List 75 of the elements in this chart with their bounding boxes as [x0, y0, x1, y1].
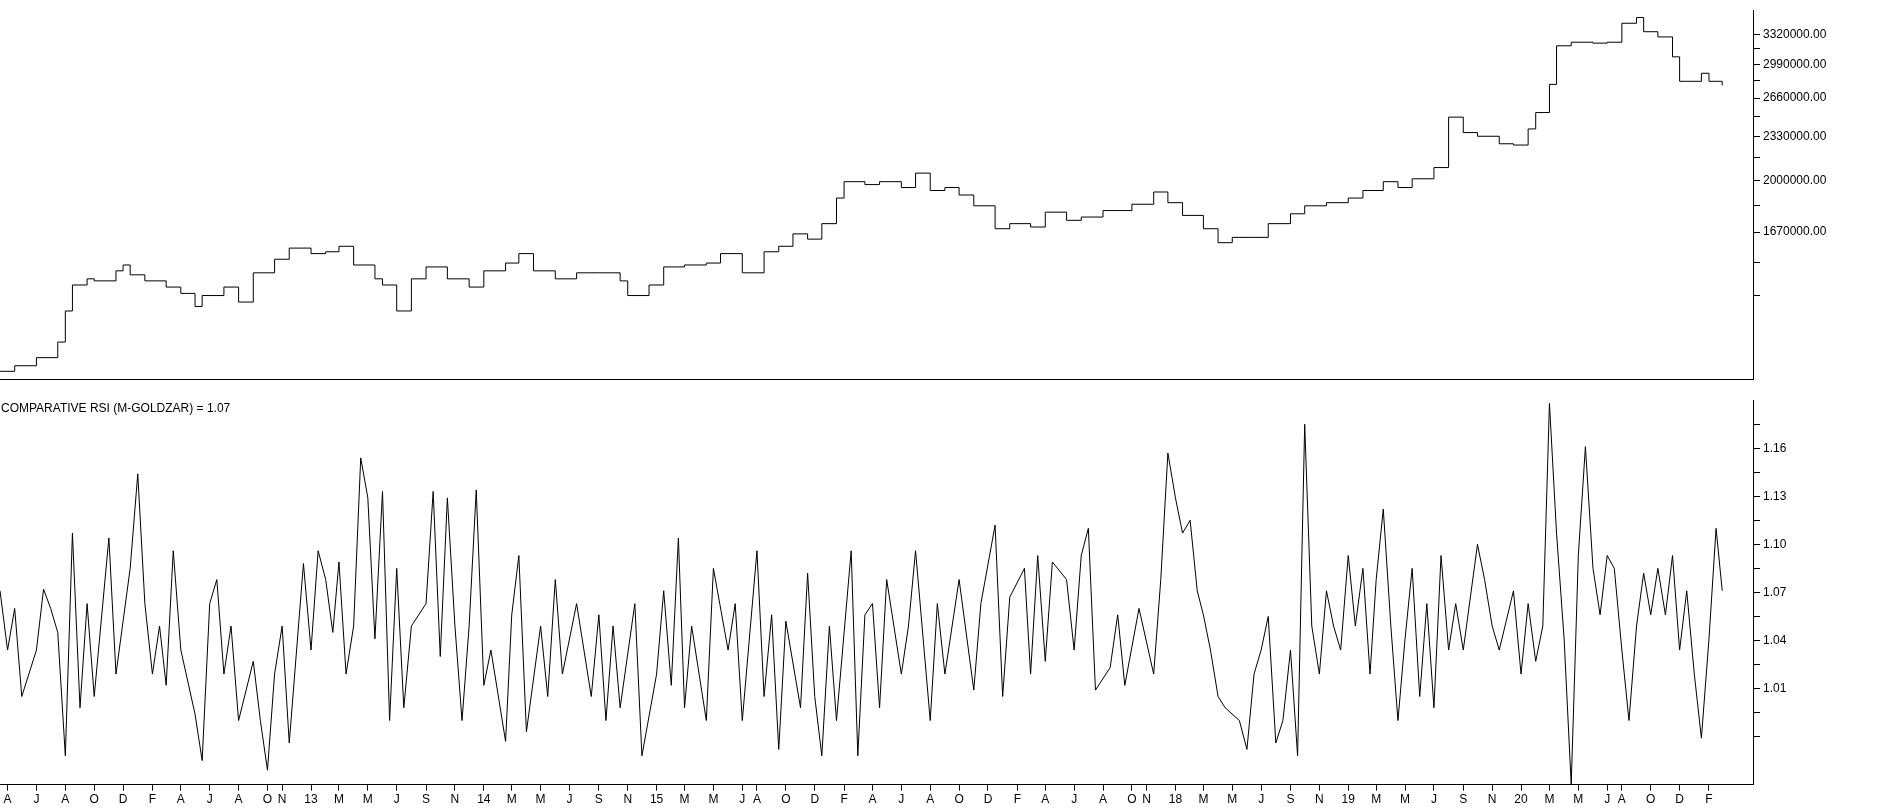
x-tick-label: N — [623, 792, 633, 807]
chart-title: COMPARATIVE RSI (M-GOLDZAR) = 1.07 — [1, 400, 231, 415]
x-tick-label: M — [679, 792, 690, 807]
x-tick-label: M — [362, 792, 373, 807]
y-tick-label: 1.07 — [1763, 584, 1787, 599]
y-tick-label: 3320000.00 — [1763, 26, 1827, 41]
x-tick-label: 20 — [1514, 792, 1529, 807]
x-tick-label: J — [206, 792, 213, 807]
x-tick-label: M — [333, 792, 344, 807]
x-tick-label: O — [1127, 792, 1137, 807]
y-tick-label: 2660000.00 — [1763, 90, 1827, 105]
x-tick-label: F — [840, 792, 848, 807]
x-tick-label: M — [708, 792, 719, 807]
y-tick-label: 1.13 — [1763, 488, 1787, 503]
y-tick-label: 2330000.00 — [1763, 128, 1827, 143]
x-tick-label: M — [506, 792, 517, 807]
x-tick-label: J — [393, 792, 400, 807]
x-tick-label: M — [1227, 792, 1238, 807]
x-tick-label: J — [739, 792, 746, 807]
x-tick-label: M — [535, 792, 546, 807]
x-tick-label: 15 — [649, 792, 664, 807]
x-tick-label: O — [781, 792, 791, 807]
y-tick-label: 1670000.00 — [1763, 224, 1827, 239]
y-tick-label: 1.16 — [1763, 440, 1787, 455]
x-tick-label: M — [1400, 792, 1411, 807]
x-tick-label: F — [1013, 792, 1022, 807]
x-tick-label: N — [1315, 792, 1324, 807]
x-tick-label: D — [1675, 792, 1685, 807]
x-tick-label: 13 — [304, 792, 319, 807]
x-tick-label: D — [810, 792, 820, 807]
x-tick-label: N — [277, 792, 287, 807]
x-tick-label: S — [422, 792, 431, 807]
x-tick-label: A — [1099, 792, 1108, 807]
x-tick-label: 19 — [1341, 792, 1356, 807]
x-tick-label: M — [1371, 792, 1382, 807]
x-tick-label: O — [262, 792, 273, 807]
y-tick-label: 1.01 — [1763, 680, 1787, 695]
x-tick-label: A — [926, 792, 935, 807]
x-tick-label: S — [594, 792, 603, 807]
x-tick-label: A — [176, 792, 185, 807]
x-tick-label: J — [1604, 792, 1611, 807]
x-tick-label: S — [1459, 792, 1468, 807]
x-tick-label: J — [1071, 792, 1078, 807]
x-tick-label: A — [234, 792, 243, 807]
x-tick-label: J — [33, 792, 40, 807]
x-tick-label: O — [954, 792, 964, 807]
x-tick-label: M — [1573, 792, 1584, 807]
x-tick-label: A — [1041, 792, 1050, 807]
x-tick-label: D — [118, 792, 128, 807]
x-tick-label: F — [148, 792, 157, 807]
x-tick-label: O — [1646, 792, 1656, 807]
x-tick-label: A — [752, 792, 761, 807]
x-tick-label: 14 — [477, 792, 491, 807]
x-tick-label: O — [89, 792, 99, 807]
x-tick-label: M — [1198, 792, 1209, 807]
y-tick-label: 1.10 — [1763, 536, 1787, 551]
x-tick-label: J — [1430, 792, 1437, 807]
x-tick-label: S — [1286, 792, 1295, 807]
x-tick-label: N — [1142, 792, 1151, 807]
x-tick-label: N — [450, 792, 460, 807]
y-tick-label: 2990000.00 — [1763, 56, 1827, 71]
x-tick-label: A — [3, 792, 12, 807]
x-tick-label: N — [1487, 792, 1497, 807]
x-tick-label: J — [1258, 792, 1265, 807]
y-tick-label: 2000000.00 — [1763, 172, 1827, 187]
x-tick-label: A — [1617, 792, 1626, 807]
x-tick-label: D — [983, 792, 993, 807]
x-tick-label: A — [868, 792, 877, 807]
x-tick-label: M — [1544, 792, 1555, 807]
x-tick-label: A — [61, 792, 70, 807]
x-tick-label: 18 — [1168, 792, 1183, 807]
x-tick-label: J — [566, 792, 573, 807]
x-tick-label: J — [898, 792, 905, 807]
x-tick-label: F — [1705, 792, 1713, 807]
y-tick-label: 1.04 — [1763, 632, 1787, 647]
